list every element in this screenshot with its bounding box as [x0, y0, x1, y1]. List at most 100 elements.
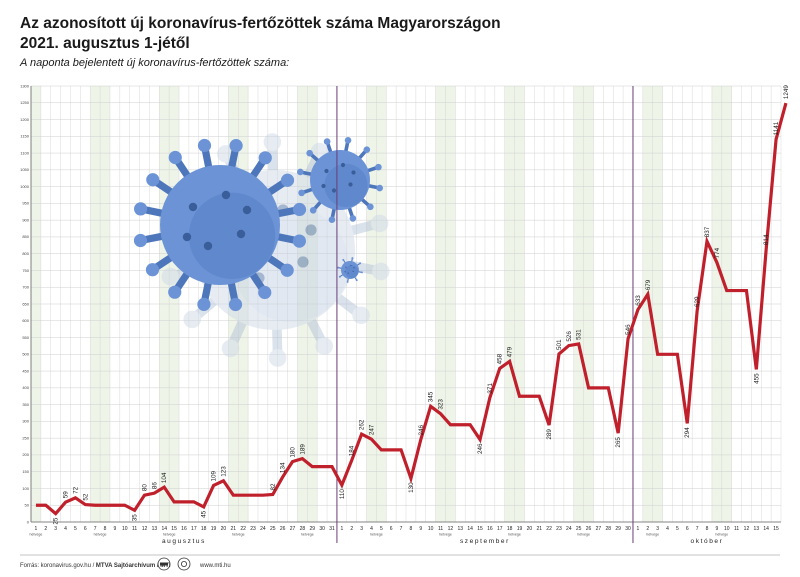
virus-spike-head — [134, 202, 148, 216]
x-tick-label: 26 — [280, 526, 286, 532]
chart-title-line1: Az azonosított új koronavírus-fertőzötte… — [20, 15, 501, 32]
data-label: 531 — [576, 329, 583, 340]
x-tick-label: 10 — [122, 526, 128, 532]
y-tick-label: 650 — [22, 301, 29, 306]
virus-spike-head — [280, 263, 294, 277]
x-tick-label: 30 — [625, 526, 631, 532]
x-tick-label: 30 — [319, 526, 325, 532]
virus-spike-head — [363, 146, 371, 153]
data-series — [35, 102, 788, 516]
data-label: 455 — [753, 373, 760, 384]
virus-spike-head — [359, 262, 362, 265]
x-tick-label: 16 — [181, 526, 187, 532]
virus-spike-head — [145, 263, 160, 277]
virus-dot — [188, 202, 198, 212]
x-tick-label: 7 — [696, 526, 699, 532]
y-tick-label: 750 — [22, 268, 29, 273]
data-label: 371 — [487, 383, 494, 394]
x-tick-label: 12 — [448, 526, 454, 532]
x-tick-label: 15 — [171, 526, 177, 532]
virus-dot — [351, 170, 356, 175]
x-tick-label: 21 — [231, 526, 237, 532]
data-label: 345 — [428, 391, 435, 402]
weekend-label: hétvége — [232, 533, 245, 537]
x-tick-label: 24 — [260, 526, 266, 532]
virus-spike-head — [351, 257, 354, 260]
weekend-label: hétvége — [30, 533, 43, 537]
virus-spike-head — [344, 137, 352, 144]
virus-spike-head — [161, 267, 180, 286]
data-label: 35 — [132, 514, 139, 522]
x-tick-label: 27 — [290, 526, 296, 532]
virus-spike — [226, 317, 249, 351]
y-tick-label: 900 — [22, 217, 29, 222]
x-tick-label: 6 — [390, 526, 393, 532]
virus-dot — [350, 264, 352, 267]
virus-shade — [345, 265, 359, 279]
x-tick-label: 23 — [250, 526, 256, 532]
y-tick-label: 800 — [22, 251, 29, 256]
virus-spike-head — [221, 339, 240, 358]
x-tick-label: 2 — [350, 526, 353, 532]
virus-spike-head — [328, 216, 336, 223]
virus-spike-head — [306, 149, 313, 157]
x-tick-label: 6 — [686, 526, 689, 532]
virus-medium — [297, 137, 383, 223]
x-tick-label: 16 — [487, 526, 493, 532]
x-tick-label: 4 — [370, 526, 373, 532]
data-label: 59 — [63, 491, 70, 499]
weekend-label: hétvége — [439, 533, 452, 537]
weekend-label: hétvége — [301, 533, 314, 537]
virus-dot — [344, 271, 346, 273]
x-tick-label: 3 — [54, 526, 57, 532]
data-label: 526 — [566, 331, 573, 342]
data-label: 458 — [497, 353, 504, 364]
series-line — [35, 102, 788, 516]
data-label: 546 — [625, 324, 632, 335]
x-tick-label: 14 — [161, 526, 167, 532]
x-tick-label: 20 — [527, 526, 533, 532]
data-label: 629 — [694, 296, 701, 307]
data-label: 180 — [290, 447, 297, 458]
x-tick-label: 15 — [477, 526, 483, 532]
axes: 0 50 100 150 200 250 300 350 400 450 500 550 600 650 7… — [20, 83, 781, 543]
virus-spike-head — [263, 133, 282, 151]
virus-spike-head — [146, 173, 160, 187]
virus-spike-head — [370, 214, 389, 233]
virus-dot — [221, 190, 231, 200]
x-tick-label: 6 — [84, 526, 87, 532]
y-tick-label: 1250 — [20, 100, 30, 105]
data-label: 289 — [546, 429, 553, 440]
data-label: 294 — [684, 427, 691, 438]
virus-spike-head — [168, 285, 182, 299]
x-tick-label: 14 — [763, 526, 769, 532]
x-tick-label: 12 — [744, 526, 750, 532]
virus-spike — [272, 325, 283, 359]
data-label: 109 — [211, 470, 218, 481]
data-label: 633 — [635, 295, 642, 306]
month-label: augusztus — [162, 538, 206, 545]
x-tick-label: 2 — [44, 526, 47, 532]
virus-body — [341, 261, 359, 279]
data-label: 262 — [359, 419, 366, 430]
x-tick-label: 7 — [94, 526, 97, 532]
y-tick-label: 1050 — [20, 167, 30, 172]
x-tick-label: 19 — [211, 526, 217, 532]
x-tick-label: 2 — [646, 526, 649, 532]
data-label: 184 — [349, 445, 356, 456]
x-tick-label: 10 — [724, 526, 730, 532]
data-label: 104 — [161, 472, 168, 483]
grid — [30, 85, 782, 523]
x-tick-label: 24 — [566, 526, 572, 532]
y-tick-label: 1200 — [20, 117, 30, 122]
x-tick-label: 15 — [773, 526, 779, 532]
virus-body — [160, 165, 280, 285]
x-tick-label: 1 — [637, 526, 640, 532]
x-tick-label: 29 — [309, 526, 315, 532]
y-tick-label: 850 — [22, 234, 29, 239]
x-tick-label: 28 — [300, 526, 306, 532]
x-tick-label: 4 — [64, 526, 67, 532]
x-tick-label: 4 — [666, 526, 669, 532]
virus-spike-head — [355, 279, 358, 282]
